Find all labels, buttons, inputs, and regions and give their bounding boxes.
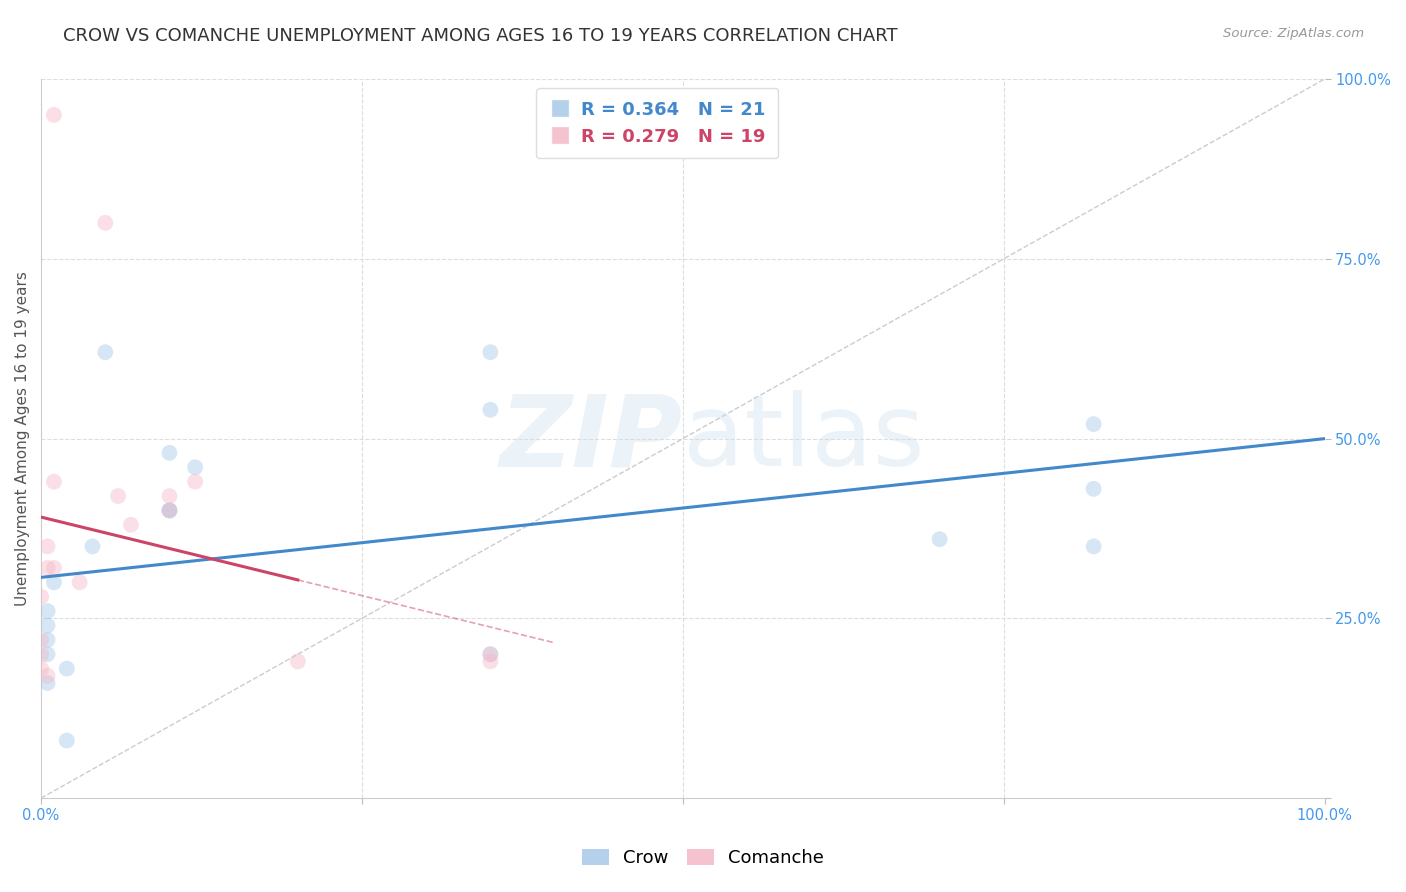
Point	[37, 561, 59, 575]
Legend: Crow, Comanche: Crow, Comanche	[575, 841, 831, 874]
Point	[1083, 482, 1105, 496]
Y-axis label: Unemployment Among Ages 16 to 19 years: Unemployment Among Ages 16 to 19 years	[15, 271, 30, 606]
Text: Source: ZipAtlas.com: Source: ZipAtlas.com	[1223, 27, 1364, 40]
Point	[184, 475, 207, 489]
Point	[55, 662, 77, 676]
Text: CROW VS COMANCHE UNEMPLOYMENT AMONG AGES 16 TO 19 YEARS CORRELATION CHART: CROW VS COMANCHE UNEMPLOYMENT AMONG AGES…	[63, 27, 898, 45]
Point	[287, 655, 309, 669]
Point	[1083, 540, 1105, 554]
Point	[37, 604, 59, 618]
Point	[42, 561, 65, 575]
Point	[159, 503, 181, 517]
Point	[479, 402, 502, 417]
Point	[159, 489, 181, 503]
Point	[42, 475, 65, 489]
Point	[159, 503, 181, 517]
Point	[159, 446, 181, 460]
Point	[69, 575, 91, 590]
Point	[82, 540, 104, 554]
Point	[30, 662, 52, 676]
Point	[94, 345, 117, 359]
Point	[37, 618, 59, 632]
Point	[37, 676, 59, 690]
Text: ZIP: ZIP	[501, 390, 683, 487]
Point	[184, 460, 207, 475]
Point	[30, 590, 52, 604]
Point	[37, 632, 59, 647]
Point	[37, 669, 59, 683]
Text: atlas: atlas	[683, 390, 925, 487]
Point	[37, 647, 59, 661]
Point	[94, 216, 117, 230]
Point	[479, 647, 502, 661]
Point	[42, 575, 65, 590]
Legend: R = 0.364   N = 21, R = 0.279   N = 19: R = 0.364 N = 21, R = 0.279 N = 19	[536, 88, 779, 158]
Point	[928, 532, 950, 546]
Point	[107, 489, 129, 503]
Point	[120, 517, 142, 532]
Point	[37, 540, 59, 554]
Point	[30, 647, 52, 661]
Point	[1083, 417, 1105, 431]
Point	[30, 632, 52, 647]
Point	[479, 647, 502, 661]
Point	[55, 733, 77, 747]
Point	[479, 345, 502, 359]
Point	[42, 108, 65, 122]
Point	[159, 503, 181, 517]
Point	[479, 655, 502, 669]
